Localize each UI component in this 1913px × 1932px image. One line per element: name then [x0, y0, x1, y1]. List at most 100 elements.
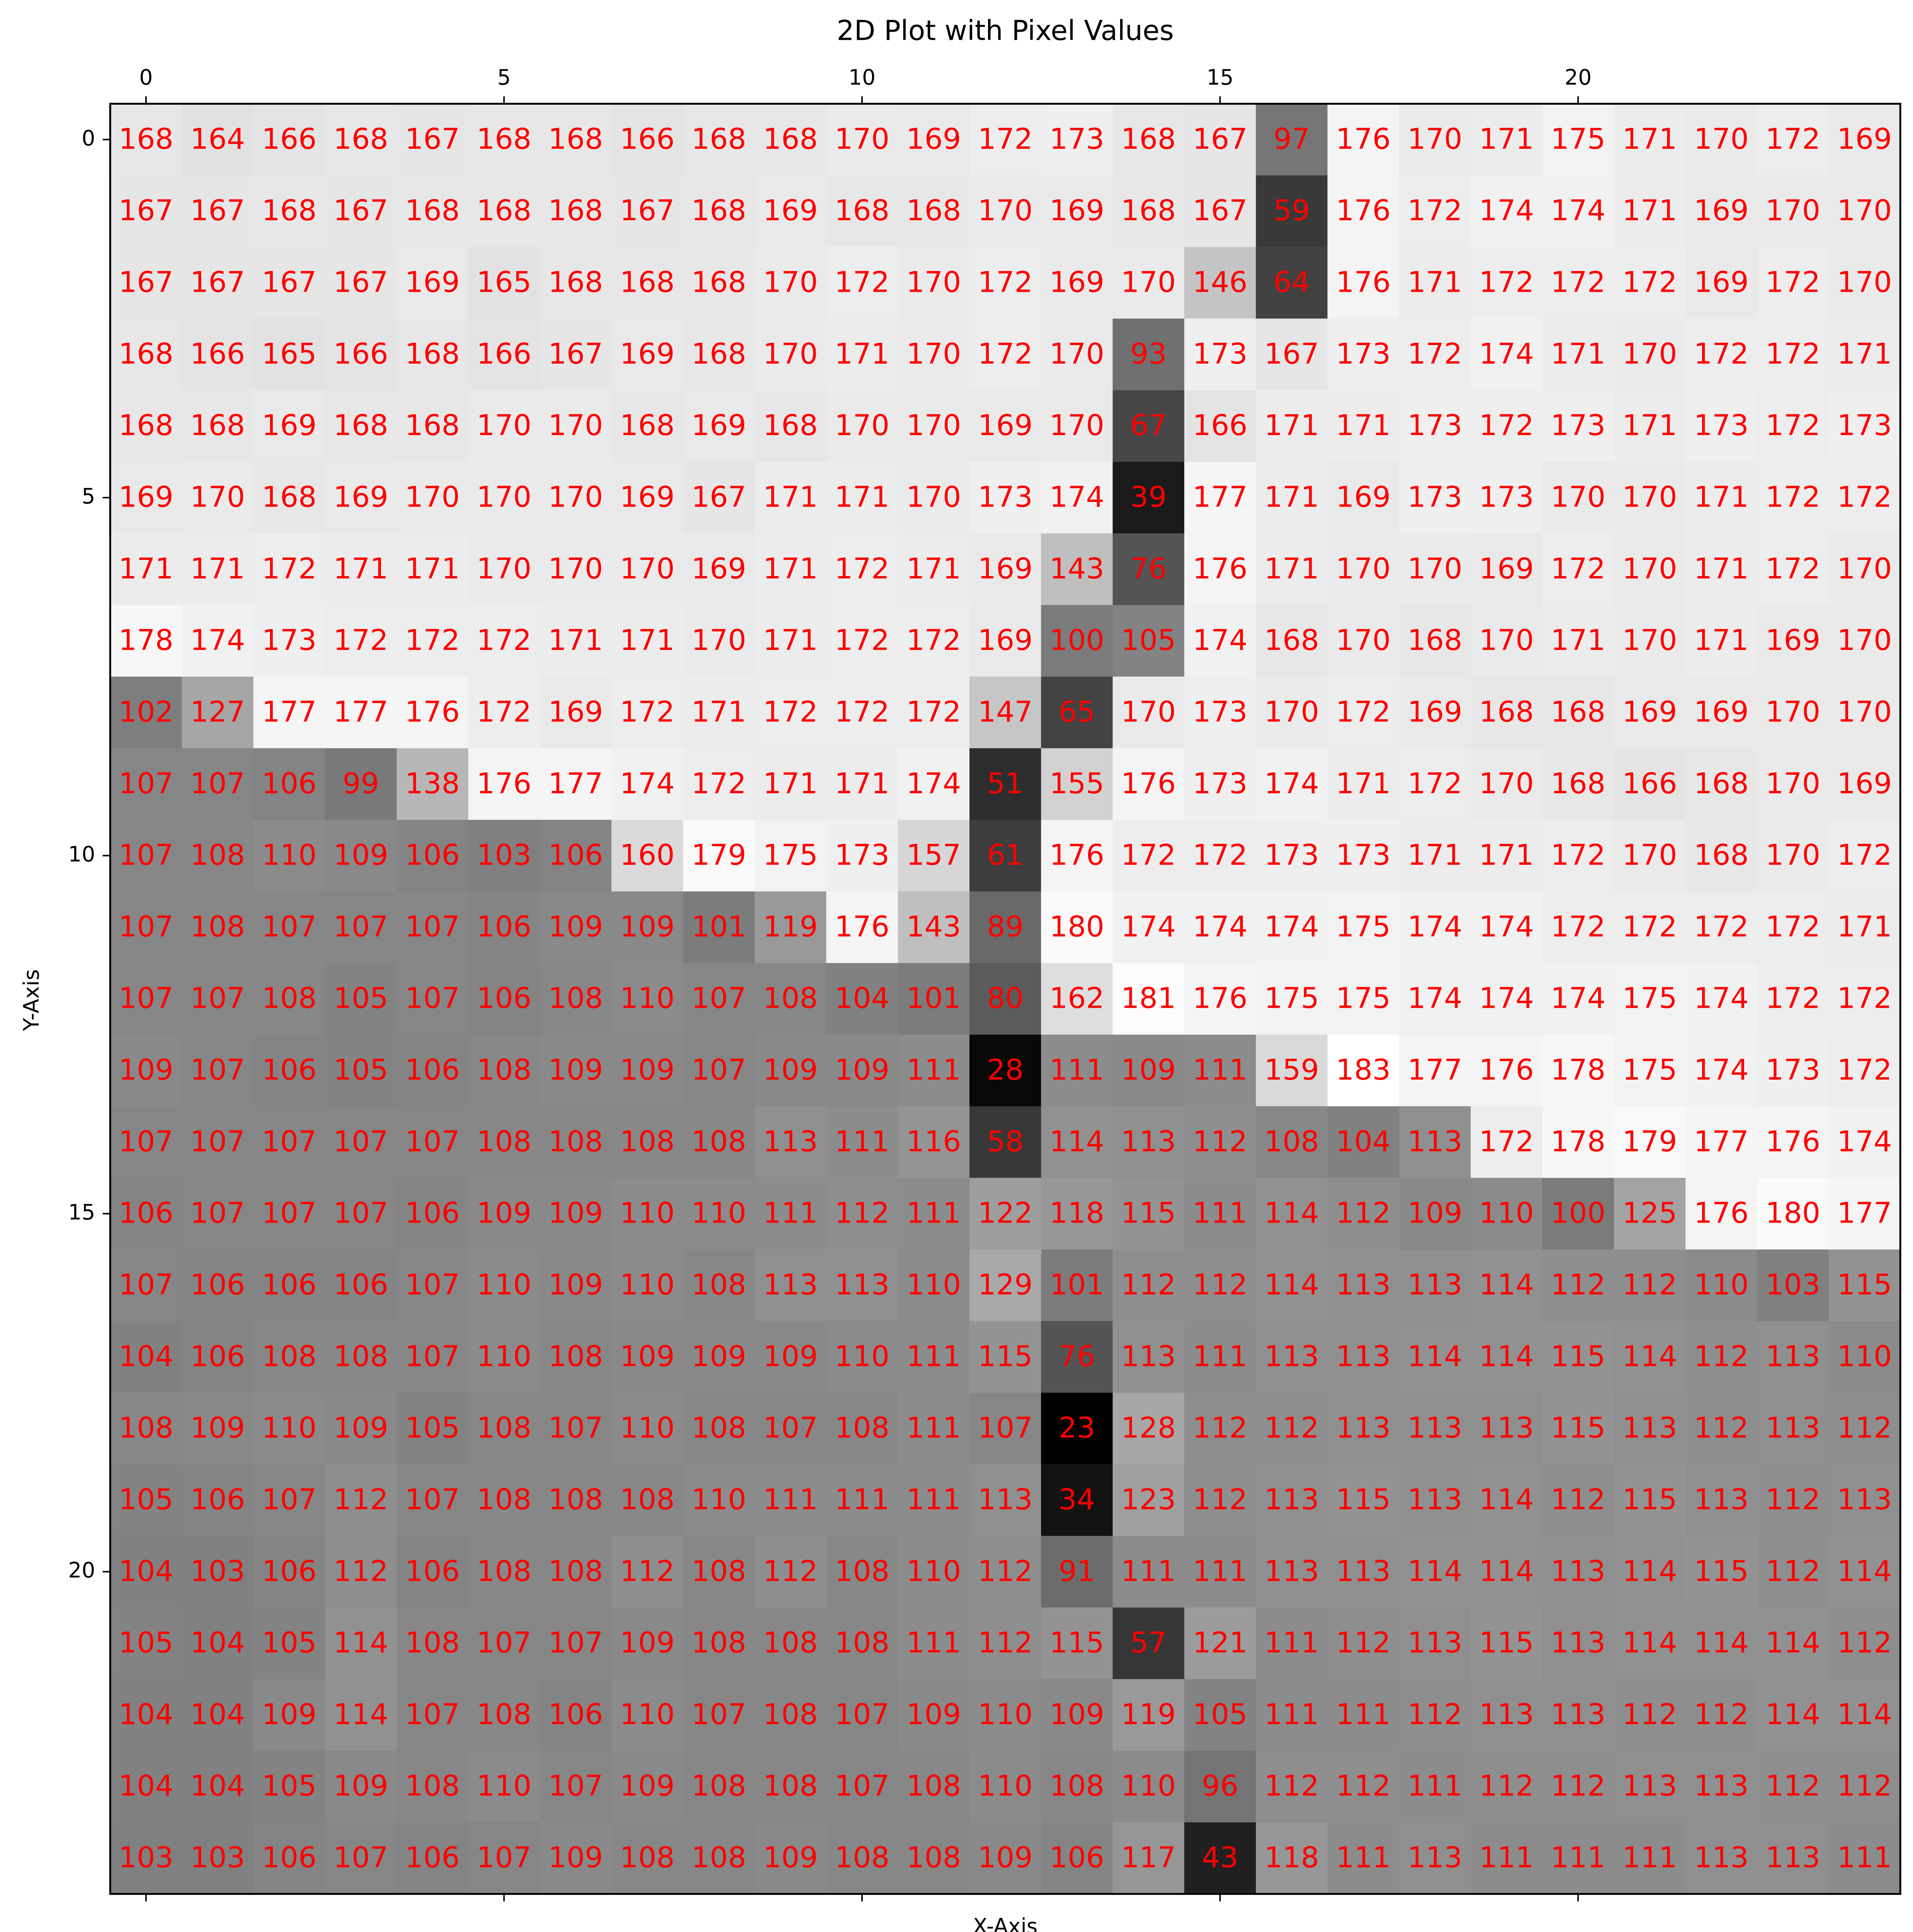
- cell-labels: 168 164 166 168 167 168 168 166 168 168 170 169 172 1…: [119, 122, 1892, 1874]
- heatmap-cell: [969, 1393, 1042, 1465]
- cell-value-label: 108: [333, 1339, 388, 1373]
- cell-value-label: 93: [1130, 337, 1167, 371]
- cell-value-label: 177: [333, 695, 388, 728]
- heatmap-cell: [1828, 1536, 1901, 1608]
- cell-value-label: 171: [1408, 838, 1462, 872]
- heatmap-cell: [1614, 1822, 1686, 1895]
- heatmap-cell: [1542, 104, 1615, 176]
- heatmap-cell: [683, 1536, 755, 1608]
- heatmap-cell: [1184, 1822, 1257, 1895]
- cell-value-label: 168: [1694, 767, 1749, 800]
- heatmap-cell: [1471, 820, 1543, 892]
- heatmap-cell: [1184, 1034, 1257, 1107]
- heatmap-cell: [110, 533, 182, 606]
- heatmap-cell: [1256, 891, 1328, 964]
- cell-value-label: 107: [333, 1196, 388, 1230]
- heatmap-cell: [1112, 533, 1185, 606]
- cell-value-label: 174: [1049, 480, 1104, 514]
- heatmap-cell: [611, 820, 684, 892]
- cell-value-label: 170: [1837, 695, 1892, 728]
- cell-value-label: 106: [333, 1268, 388, 1301]
- cell-value-label: 108: [262, 981, 316, 1015]
- cell-value-label: 168: [620, 265, 675, 299]
- cell-value-label: 174: [1479, 910, 1534, 943]
- heatmap-cell: [1542, 963, 1615, 1035]
- cell-value-label: 179: [691, 838, 746, 872]
- cell-value-label: 173: [1694, 408, 1749, 442]
- cell-value-label: 172: [978, 337, 1033, 371]
- cell-value-label: 108: [405, 1769, 460, 1803]
- cell-value-label: 76: [1130, 552, 1167, 585]
- heatmap-cell: [611, 104, 684, 176]
- cell-value-label: 111: [835, 1483, 889, 1516]
- heatmap-cell: [1828, 820, 1901, 892]
- cell-value-label: 171: [1264, 480, 1319, 514]
- cell-value-label: 108: [620, 1483, 675, 1516]
- heatmap-cell: [1542, 605, 1615, 677]
- heatmap-cell: [182, 1321, 254, 1393]
- cell-value-label: 109: [548, 910, 603, 943]
- heatmap-cell: [540, 390, 612, 463]
- cell-value-label: 103: [1765, 1268, 1820, 1301]
- heatmap-cell: [325, 533, 397, 606]
- heatmap-cell: [1041, 1679, 1113, 1752]
- heatmap-cell: [611, 1321, 684, 1393]
- cell-value-label: 172: [835, 265, 889, 299]
- heatmap-cell: [1041, 104, 1113, 176]
- heatmap-cell: [1614, 1536, 1686, 1608]
- heatmap-cell: [1471, 748, 1543, 820]
- heatmap-cell: [826, 533, 898, 606]
- heatmap-cell: [898, 1393, 970, 1465]
- cell-value-label: 172: [1837, 838, 1892, 872]
- cell-value-label: 168: [405, 194, 460, 227]
- heatmap-cell: [826, 1750, 898, 1823]
- cell-value-label: 113: [1336, 1339, 1391, 1373]
- cell-value-label: 169: [1049, 265, 1104, 299]
- heatmap-cell: [1614, 247, 1686, 319]
- cell-value-label: 106: [476, 910, 531, 943]
- heatmap-cell: [540, 1106, 612, 1179]
- heatmap-cell: [1327, 1750, 1400, 1823]
- cell-value-label: 168: [691, 337, 746, 371]
- cell-value-label: 170: [1408, 122, 1462, 156]
- heatmap-cell: [898, 1750, 970, 1823]
- cell-value-label: 110: [620, 981, 675, 1015]
- cell-value-label: 112: [1336, 1769, 1391, 1803]
- cell-value-label: 119: [1121, 1697, 1176, 1731]
- cell-value-label: 169: [548, 695, 603, 728]
- cell-value-label: 170: [1837, 194, 1892, 227]
- heatmap-cell: [1542, 1536, 1615, 1608]
- cell-value-label: 112: [333, 1483, 388, 1516]
- heatmap-cell: [1828, 963, 1901, 1035]
- heatmap-cell: [1542, 247, 1615, 319]
- cell-value-label: 175: [763, 838, 818, 872]
- cell-value-label: 107: [405, 1339, 460, 1373]
- heatmap-cell: [755, 963, 827, 1035]
- heatmap-cell: [969, 605, 1042, 677]
- cell-value-label: 114: [1408, 1554, 1462, 1588]
- heatmap-cell: [1614, 533, 1686, 606]
- cell-value-label: 107: [476, 1626, 531, 1660]
- heatmap-cell: [1757, 1750, 1830, 1823]
- cell-value-label: 180: [1049, 910, 1104, 943]
- cell-value-label: 111: [1193, 1053, 1248, 1087]
- heatmap-cell: [826, 1393, 898, 1465]
- heatmap-cell: [611, 1178, 684, 1250]
- heatmap-cell: [755, 318, 827, 391]
- cell-value-label: 103: [190, 1841, 245, 1874]
- cell-value-label: 113: [1408, 1268, 1462, 1301]
- cell-value-label: 171: [190, 552, 245, 585]
- heatmap-cell: [1757, 1536, 1830, 1608]
- cell-value-label: 171: [1694, 552, 1749, 585]
- heatmap-cell: [468, 1321, 541, 1393]
- heatmap-cell: [1399, 1178, 1471, 1250]
- cell-value-label: 172: [1837, 480, 1892, 514]
- cell-value-label: 114: [1264, 1196, 1319, 1230]
- cell-value-label: 111: [1193, 1196, 1248, 1230]
- heatmap-cell: [540, 175, 612, 248]
- cell-value-label: 160: [620, 838, 675, 872]
- heatmap-cell: [182, 1106, 254, 1179]
- heatmap-cell: [1542, 1106, 1615, 1179]
- cell-value-label: 171: [1408, 265, 1462, 299]
- heatmap-cell: [1399, 1321, 1471, 1393]
